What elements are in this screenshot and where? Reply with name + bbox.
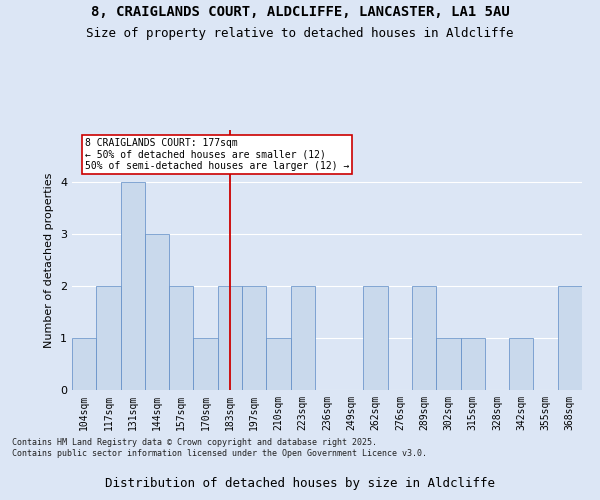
Bar bbox=[121, 182, 145, 390]
Bar bbox=[242, 286, 266, 390]
Y-axis label: Number of detached properties: Number of detached properties bbox=[44, 172, 55, 348]
Bar bbox=[145, 234, 169, 390]
Bar bbox=[266, 338, 290, 390]
Text: Size of property relative to detached houses in Aldcliffe: Size of property relative to detached ho… bbox=[86, 28, 514, 40]
Bar bbox=[72, 338, 96, 390]
Bar bbox=[169, 286, 193, 390]
Text: 8, CRAIGLANDS COURT, ALDCLIFFE, LANCASTER, LA1 5AU: 8, CRAIGLANDS COURT, ALDCLIFFE, LANCASTE… bbox=[91, 5, 509, 19]
Bar bbox=[96, 286, 121, 390]
Bar bbox=[364, 286, 388, 390]
Text: Distribution of detached houses by size in Aldcliffe: Distribution of detached houses by size … bbox=[105, 477, 495, 490]
Text: 8 CRAIGLANDS COURT: 177sqm
← 50% of detached houses are smaller (12)
50% of semi: 8 CRAIGLANDS COURT: 177sqm ← 50% of deta… bbox=[85, 138, 349, 171]
Bar bbox=[461, 338, 485, 390]
Bar bbox=[509, 338, 533, 390]
Bar bbox=[412, 286, 436, 390]
Text: Contains HM Land Registry data © Crown copyright and database right 2025.
Contai: Contains HM Land Registry data © Crown c… bbox=[12, 438, 427, 458]
Bar bbox=[436, 338, 461, 390]
Bar bbox=[290, 286, 315, 390]
Bar bbox=[218, 286, 242, 390]
Bar bbox=[193, 338, 218, 390]
Bar bbox=[558, 286, 582, 390]
